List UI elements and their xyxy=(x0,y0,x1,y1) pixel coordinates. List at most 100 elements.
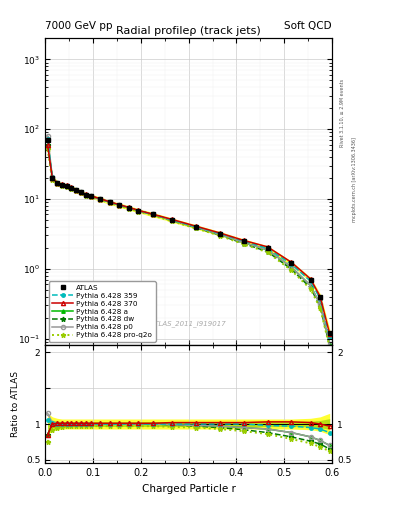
Text: ATLAS_2011_I919017: ATLAS_2011_I919017 xyxy=(151,320,226,327)
ATLAS xyxy=(169,217,174,223)
Pythia 6.428 pro-q2o xyxy=(74,188,79,194)
Pythia 6.428 pro-q2o xyxy=(64,183,69,189)
Pythia 6.428 dw xyxy=(107,199,112,205)
Pythia 6.428 359 xyxy=(136,207,141,214)
Text: mcplots.cern.ch [arXiv:1306.3436]: mcplots.cern.ch [arXiv:1306.3436] xyxy=(352,137,357,222)
ATLAS xyxy=(265,245,270,251)
Pythia 6.428 370 xyxy=(327,331,332,337)
Pythia 6.428 370 xyxy=(308,276,313,282)
Pythia 6.428 359 xyxy=(64,183,69,189)
Pythia 6.428 p0 xyxy=(193,224,198,230)
Y-axis label: Ratio to ATLAS: Ratio to ATLAS xyxy=(11,371,20,437)
Pythia 6.428 pro-q2o xyxy=(241,241,246,247)
Pythia 6.428 pro-q2o xyxy=(327,345,332,351)
Pythia 6.428 pro-q2o xyxy=(98,197,103,203)
Pythia 6.428 a xyxy=(55,180,59,186)
Pythia 6.428 dw xyxy=(55,180,59,186)
Pythia 6.428 p0 xyxy=(136,207,141,214)
ATLAS xyxy=(308,276,313,283)
ATLAS xyxy=(45,137,50,143)
Pythia 6.428 a xyxy=(327,341,332,347)
Pythia 6.428 359 xyxy=(50,174,55,180)
ATLAS xyxy=(327,330,332,336)
Pythia 6.428 dw xyxy=(64,183,69,189)
Pythia 6.428 359 xyxy=(169,217,174,223)
Pythia 6.428 a xyxy=(136,207,141,214)
Pythia 6.428 p0 xyxy=(289,264,294,270)
Pythia 6.428 p0 xyxy=(308,283,313,289)
Pythia 6.428 359 xyxy=(117,202,122,208)
Pythia 6.428 370 xyxy=(151,211,155,217)
Pythia 6.428 pro-q2o xyxy=(107,200,112,206)
Pythia 6.428 359 xyxy=(193,224,198,230)
Pythia 6.428 p0 xyxy=(151,211,155,218)
Pythia 6.428 p0 xyxy=(127,205,131,211)
Pythia 6.428 dw xyxy=(45,142,50,148)
Line: Pythia 6.428 dw: Pythia 6.428 dw xyxy=(45,142,332,349)
Pythia 6.428 p0 xyxy=(50,174,55,180)
Pythia 6.428 p0 xyxy=(117,202,122,208)
Pythia 6.428 359 xyxy=(217,230,222,237)
ATLAS xyxy=(69,185,74,191)
Pythia 6.428 359 xyxy=(289,261,294,267)
Text: Rivet 3.1.10, ≥ 2.9M events: Rivet 3.1.10, ≥ 2.9M events xyxy=(340,78,345,147)
Pythia 6.428 dw xyxy=(50,175,55,181)
Pythia 6.428 p0 xyxy=(327,341,332,347)
Line: Pythia 6.428 a: Pythia 6.428 a xyxy=(46,143,331,346)
Pythia 6.428 p0 xyxy=(69,185,74,191)
Pythia 6.428 dw xyxy=(136,207,141,214)
Pythia 6.428 pro-q2o xyxy=(55,181,59,187)
Pythia 6.428 370 xyxy=(136,207,141,214)
Pythia 6.428 p0 xyxy=(169,217,174,223)
Pythia 6.428 p0 xyxy=(217,231,222,238)
Pythia 6.428 p0 xyxy=(318,302,323,308)
Pythia 6.428 pro-q2o xyxy=(79,190,83,196)
Pythia 6.428 dw xyxy=(74,187,79,193)
Pythia 6.428 pro-q2o xyxy=(50,178,55,184)
Pythia 6.428 359 xyxy=(55,180,59,186)
Pythia 6.428 p0 xyxy=(98,196,103,202)
Pythia 6.428 359 xyxy=(74,187,79,193)
Pythia 6.428 a xyxy=(217,231,222,238)
Pythia 6.428 370 xyxy=(64,182,69,188)
Pythia 6.428 pro-q2o xyxy=(193,225,198,231)
Pythia 6.428 359 xyxy=(265,245,270,251)
Pythia 6.428 dw xyxy=(69,185,74,191)
Pythia 6.428 pro-q2o xyxy=(217,232,222,239)
Pythia 6.428 370 xyxy=(217,230,222,236)
Line: Pythia 6.428 370: Pythia 6.428 370 xyxy=(46,143,332,336)
Title: Radial profileρ (track jets): Radial profileρ (track jets) xyxy=(116,26,261,36)
Pythia 6.428 p0 xyxy=(55,180,59,186)
Pythia 6.428 p0 xyxy=(64,183,69,189)
Pythia 6.428 a xyxy=(50,175,55,181)
Pythia 6.428 dw xyxy=(193,225,198,231)
ATLAS xyxy=(318,293,323,300)
Pythia 6.428 370 xyxy=(45,142,50,148)
Pythia 6.428 pro-q2o xyxy=(83,193,88,199)
Text: 7000 GeV pp: 7000 GeV pp xyxy=(45,20,113,31)
Pythia 6.428 pro-q2o xyxy=(151,212,155,219)
Pythia 6.428 a xyxy=(265,247,270,253)
Pythia 6.428 370 xyxy=(193,223,198,229)
Line: Pythia 6.428 pro-q2o: Pythia 6.428 pro-q2o xyxy=(45,146,332,350)
Pythia 6.428 359 xyxy=(327,334,332,340)
Line: ATLAS: ATLAS xyxy=(45,138,332,335)
Pythia 6.428 pro-q2o xyxy=(136,208,141,215)
Pythia 6.428 370 xyxy=(289,259,294,265)
Pythia 6.428 359 xyxy=(83,191,88,198)
Pythia 6.428 a xyxy=(117,202,122,208)
Pythia 6.428 p0 xyxy=(107,199,112,205)
Pythia 6.428 359 xyxy=(127,205,131,211)
Pythia 6.428 359 xyxy=(241,238,246,244)
Pythia 6.428 370 xyxy=(83,191,88,198)
ATLAS xyxy=(60,182,64,188)
Pythia 6.428 370 xyxy=(98,196,103,202)
Pythia 6.428 dw xyxy=(289,266,294,272)
Pythia 6.428 dw xyxy=(217,232,222,238)
Pythia 6.428 a xyxy=(193,224,198,230)
Pythia 6.428 a xyxy=(60,182,64,188)
Pythia 6.428 pro-q2o xyxy=(88,194,93,200)
Pythia 6.428 pro-q2o xyxy=(169,218,174,224)
ATLAS xyxy=(98,196,103,202)
Pythia 6.428 a xyxy=(127,205,131,211)
